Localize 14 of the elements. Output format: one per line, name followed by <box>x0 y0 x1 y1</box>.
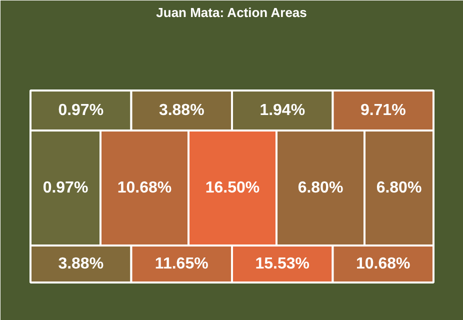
data-label: 6.80% <box>298 180 344 196</box>
data-label: 9.71% <box>360 102 406 119</box>
data-label: 0.97% <box>58 102 104 119</box>
text: Juan Mata: Action Areas <box>156 5 307 20</box>
data-label: 6.80% <box>376 180 422 196</box>
data-label: 10.68% <box>356 256 410 272</box>
data-label: 0.97% <box>42 180 88 196</box>
data-label: 3.88% <box>158 102 204 119</box>
data-label: 15.53% <box>255 256 310 272</box>
data-label: 1.94% <box>260 102 306 119</box>
data-label: 16.50% <box>205 180 260 196</box>
data-label: 3.88% <box>58 256 104 272</box>
data-label: 10.68% <box>117 180 172 196</box>
data-label: 11.65% <box>154 256 208 272</box>
